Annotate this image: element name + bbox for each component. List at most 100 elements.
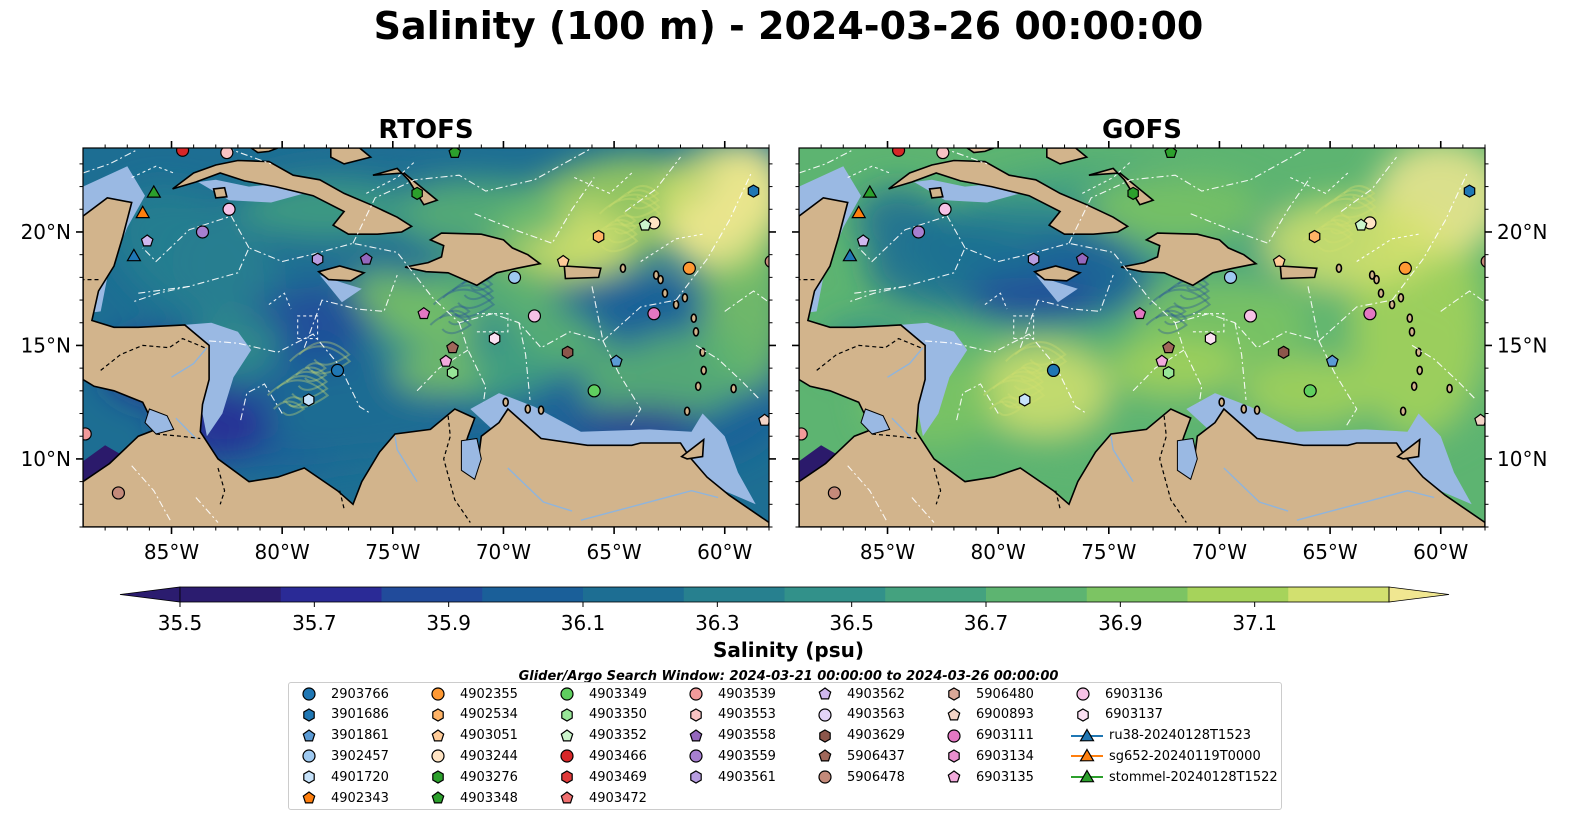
legend-label: 6903134 [976, 748, 1034, 764]
legend-item: 4903352 [555, 726, 647, 746]
island [681, 292, 689, 303]
float-marker-22 [561, 345, 574, 359]
island [1218, 397, 1225, 407]
land [1046, 148, 1089, 165]
map-frame [82, 147, 770, 528]
eez-boundary [1190, 177, 1311, 244]
land [680, 437, 705, 460]
float-marker-29 [1474, 413, 1485, 426]
island [1253, 405, 1261, 415]
country-border [217, 467, 226, 505]
eez-boundary [1391, 172, 1468, 301]
legend-marker [560, 687, 574, 701]
colorbar: 35.5 35.7 35.9 36.1 36.3 36.5 36.7 36.9 37.1 [119, 586, 1450, 635]
colorbar-segment [784, 587, 886, 602]
colorbar-segment [986, 587, 1088, 602]
legend-item: 4901720 [297, 767, 389, 787]
figure-title: Salinity (100 m) - 2024-03-26 00:00:00 [373, 4, 1204, 48]
colorbar-segment [482, 587, 584, 602]
legend-item: 6903111 [942, 726, 1034, 746]
river [175, 417, 197, 439]
float-marker-21 [446, 340, 460, 354]
legend-marker [819, 728, 831, 743]
legend-item: 4903472 [555, 788, 647, 808]
lat-label: 15°N [1497, 333, 1547, 357]
map-rtofs [83, 148, 769, 527]
float-marker-25 [446, 366, 459, 380]
float-marker-15 [1480, 255, 1485, 268]
map-ticks [76, 141, 776, 534]
island [1377, 288, 1385, 299]
float-marker-12 [359, 252, 373, 265]
island [672, 299, 680, 310]
land [316, 265, 366, 282]
legend-label: 4902534 [460, 707, 518, 723]
legend-label: 4903472 [589, 790, 647, 806]
legend-label: 4903558 [718, 728, 776, 744]
eez-boundary [624, 156, 681, 212]
legend-marker [818, 770, 832, 784]
island [1410, 381, 1418, 392]
float-marker-16 [1223, 270, 1238, 284]
legend-item: 4902534 [426, 705, 518, 725]
legend-marker [947, 770, 961, 783]
legend-item: 3901861 [297, 726, 389, 746]
legend-label: 4903352 [589, 728, 647, 744]
legend-marker [818, 749, 832, 762]
float-marker-26 [1046, 363, 1061, 378]
float-marker-0 [891, 148, 906, 157]
float-marker-10 [856, 234, 870, 247]
land [1032, 265, 1082, 282]
country-border [871, 433, 917, 440]
panel-title-gofs: GOFS [1102, 115, 1182, 145]
legend-label: 4902355 [460, 686, 518, 702]
legend-label: 6903135 [976, 769, 1034, 785]
float-marker-13 [556, 254, 570, 267]
lon-label: 70°W [476, 540, 531, 564]
legend-label: 4903553 [718, 707, 776, 723]
river [1223, 467, 1289, 512]
legend-marker [560, 728, 574, 742]
island [661, 288, 669, 299]
colorbar-tick-label: 36.5 [829, 611, 874, 635]
float-marker-23 [1155, 354, 1169, 367]
float-marker-28 [302, 393, 315, 407]
map-gofs [799, 148, 1485, 527]
legend-marker [1077, 708, 1089, 722]
float-marker-2 [1164, 148, 1178, 158]
legend-item: stommel-20240128T1522 [1071, 767, 1278, 787]
colorbar-label: Salinity (psu) [712, 638, 864, 662]
legend-label: 4903348 [460, 790, 518, 806]
colorbar-segment [180, 587, 282, 602]
float-marker-33 [135, 205, 151, 219]
eez-boundary [1068, 148, 1309, 244]
float-marker-12 [1075, 252, 1089, 265]
island [1368, 270, 1376, 280]
float-marker-5 [222, 202, 236, 216]
legend-marker [431, 687, 445, 701]
legend-item: 4903244 [426, 746, 518, 766]
colorbar-segment [583, 587, 685, 602]
float-marker-13 [1272, 254, 1286, 267]
country-border [339, 490, 345, 509]
lon-label: 75°W [365, 540, 420, 564]
legend-item: 3901686 [297, 705, 389, 725]
legend-item: 4903558 [684, 726, 776, 746]
float-marker-0 [175, 148, 190, 157]
colorbar-segment [381, 587, 483, 602]
colorbar-extend-low [119, 586, 181, 603]
legend-label: 4903562 [847, 686, 905, 702]
river [1296, 489, 1435, 521]
eez-boundary [847, 285, 906, 303]
lon-label: 80°W [255, 540, 310, 564]
legend-label: 4903350 [589, 707, 647, 723]
island [699, 347, 706, 358]
legend-marker [947, 728, 961, 743]
island [657, 274, 664, 285]
eez-boundary [209, 333, 371, 414]
eez-boundary [591, 286, 604, 342]
island [683, 406, 691, 417]
eez-boundary [984, 292, 1008, 310]
float-marker-29 [758, 413, 769, 426]
legend-item: 2903766 [297, 684, 389, 704]
